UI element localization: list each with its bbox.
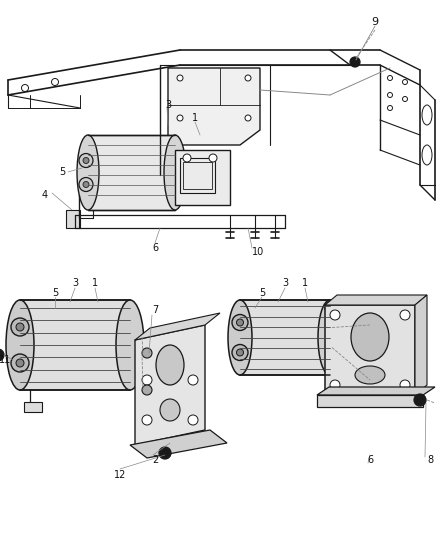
Circle shape [177,115,183,121]
Text: 11: 11 [0,355,11,365]
Circle shape [142,348,152,358]
Polygon shape [135,313,220,340]
Ellipse shape [355,366,385,384]
Circle shape [177,75,183,81]
Text: 5: 5 [59,167,65,177]
Ellipse shape [351,313,389,361]
Circle shape [237,319,244,326]
Circle shape [232,344,248,360]
Text: 4: 4 [42,190,48,200]
Ellipse shape [116,300,144,390]
Circle shape [83,157,89,164]
Text: 8: 8 [427,455,433,465]
Circle shape [245,75,251,81]
Text: 1: 1 [192,113,198,123]
Text: 3: 3 [282,278,288,288]
Polygon shape [325,295,427,305]
Circle shape [142,385,152,395]
Bar [66,210,80,228]
Circle shape [209,154,217,162]
Bar [240,300,330,375]
Bar [180,158,215,193]
Circle shape [330,310,340,320]
Circle shape [400,380,410,390]
Text: 12: 12 [114,470,126,480]
Circle shape [16,359,24,367]
Circle shape [83,182,89,188]
Circle shape [330,380,340,390]
Text: 5: 5 [52,288,58,298]
Circle shape [142,375,152,385]
Circle shape [0,349,4,361]
Circle shape [11,354,29,372]
Ellipse shape [164,135,186,210]
Polygon shape [168,68,260,145]
Text: 2: 2 [152,455,158,465]
Circle shape [400,310,410,320]
Circle shape [414,394,426,406]
Circle shape [79,177,93,191]
Circle shape [188,375,198,385]
Polygon shape [130,430,227,458]
Circle shape [237,349,244,356]
Circle shape [79,154,93,167]
Polygon shape [317,395,423,407]
Text: 9: 9 [371,17,378,27]
Text: 5: 5 [259,288,265,298]
Ellipse shape [156,345,184,385]
Circle shape [232,314,248,330]
Text: 7: 7 [152,305,158,315]
Circle shape [11,318,29,336]
Text: 6: 6 [367,455,373,465]
Ellipse shape [77,135,99,210]
Text: 1: 1 [302,278,308,288]
Text: 3: 3 [165,100,171,110]
Circle shape [245,115,251,121]
Ellipse shape [318,300,342,375]
Text: 10: 10 [252,247,264,257]
Ellipse shape [6,300,34,390]
Ellipse shape [228,300,252,375]
Bar [24,402,42,412]
Bar [325,305,415,395]
Polygon shape [415,295,427,395]
Text: 3: 3 [72,278,78,288]
Circle shape [329,305,335,311]
Circle shape [16,323,24,331]
Ellipse shape [160,399,180,421]
Polygon shape [135,325,205,445]
Text: 6: 6 [152,243,158,253]
Text: 1: 1 [92,278,98,288]
Bar [183,162,212,189]
Circle shape [159,447,171,459]
Polygon shape [317,387,435,395]
Circle shape [142,415,152,425]
Circle shape [350,57,360,67]
Bar [175,150,230,205]
Bar [88,135,175,210]
Circle shape [183,154,191,162]
Circle shape [325,301,339,315]
Circle shape [188,415,198,425]
Bar [20,300,130,390]
